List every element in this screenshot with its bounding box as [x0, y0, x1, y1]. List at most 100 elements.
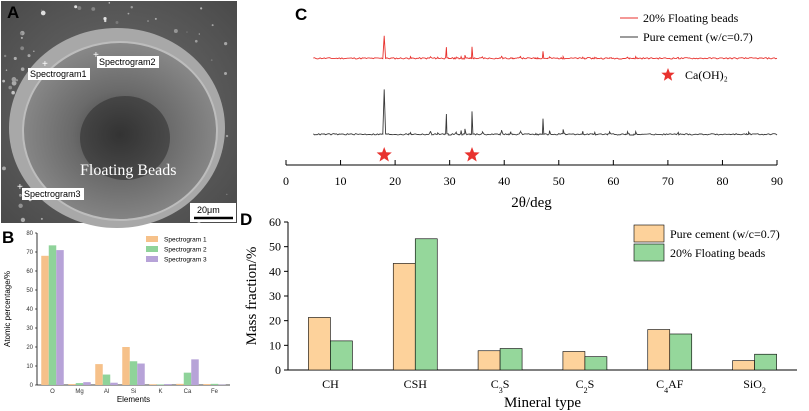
sem-speck [11, 80, 17, 86]
c-legend-marker-label: Ca(OH)₂ [685, 68, 728, 82]
b-bar [164, 384, 172, 385]
sem-speck [200, 7, 203, 10]
d-y-title: Mass fraction/% [244, 247, 260, 346]
scale-bar-text: 20μm [197, 205, 220, 215]
b-legend-swatch [146, 236, 158, 242]
c-legend-label: Pure cement (w/c=0.7) [643, 30, 753, 44]
sem-speck [15, 79, 19, 82]
d-bar [392, 263, 416, 371]
sem-speck [40, 217, 43, 220]
c-x-tick-label: 30 [444, 174, 456, 188]
sem-speck [104, 19, 107, 23]
b-bar [191, 359, 199, 385]
sem-speck [103, 17, 107, 21]
c-x-title: 2θ/deg [511, 195, 552, 211]
panel-a: A + Spectrogram1 + Spectrogram2 + Spectr… [1, 1, 237, 228]
b-bar [129, 361, 138, 385]
c-x-tick-label: 40 [498, 174, 510, 188]
sem-speck [8, 85, 13, 90]
b-y-tick-label: 30 [26, 326, 33, 332]
b-bar [183, 372, 192, 385]
b-legend-label: Spectrogram 1 [164, 237, 207, 244]
b-bar [203, 384, 211, 385]
spectrogram-1-cross: + [42, 59, 48, 70]
b-y-title: Atomic percentage/% [3, 271, 12, 347]
b-bar [41, 255, 49, 385]
b-bar [56, 250, 64, 385]
d-bar [330, 340, 353, 371]
sem-speck [3, 54, 7, 58]
d-bar [414, 238, 438, 371]
d-y-tick-label: 60 [269, 215, 281, 229]
sem-speck [19, 32, 23, 35]
spectrogram-2-label: Spectrogram2 [99, 57, 156, 67]
b-y-tick-label: 50 [26, 288, 33, 294]
b-y-tick-label: 20 [26, 345, 33, 351]
b-y-tick-label: 40 [26, 307, 33, 313]
sem-speck [154, 17, 157, 20]
sem-speck [77, 6, 82, 10]
b-bar [137, 363, 145, 385]
c-legend-star [661, 68, 675, 81]
d-x-tick-label: C3S [491, 377, 510, 395]
chart-c: 0 10 20 30 40 50 60 70 80 90 2θ/deg 20% Floating be… [283, 11, 783, 211]
c-series-line [313, 35, 778, 60]
sem-speck [27, 54, 31, 58]
d-y-tick-label: 0 [275, 363, 281, 377]
sem-speck [2, 79, 6, 83]
b-bar [110, 382, 118, 385]
b-bar [210, 383, 219, 385]
sem-speck [11, 77, 17, 82]
spectrogram-3-marker: + Spectrogram3 [17, 182, 84, 200]
sem-speck [127, 12, 130, 15]
d-x-tick-label: CH [322, 377, 339, 391]
d-x-title: Mineral type [504, 395, 581, 411]
panel-b-letter: B [2, 228, 14, 247]
sem-speck [130, 6, 134, 9]
sem-speck [20, 217, 26, 223]
sem-speck [226, 193, 228, 195]
c-x-tick-label: 0 [283, 174, 289, 188]
sem-speck [18, 203, 23, 208]
b-bar [95, 364, 103, 385]
b-bar [102, 374, 111, 385]
chart-d: 0 10 20 30 40 50 60 Mass fraction/% CH CSH C3S C2S C… [244, 215, 797, 411]
b-x-tick-label: K [158, 389, 162, 395]
b-bar [149, 384, 157, 385]
c-x-tick-label: 70 [662, 174, 674, 188]
spectrogram-1-marker: + Spectrogram1 [28, 59, 90, 80]
sem-speck [40, 10, 46, 16]
sem-speck [5, 69, 8, 71]
d-bar [647, 329, 671, 371]
panel-d-letter: D [240, 210, 252, 229]
spectrogram-3-cross: + [17, 182, 23, 193]
sem-speck [40, 9, 43, 11]
b-x-tick-label: Ca [184, 389, 192, 395]
sem-speck [20, 67, 25, 71]
sem-speck [115, 21, 119, 24]
sem-speck [74, 5, 78, 9]
sem-speck [186, 31, 188, 33]
chart-b: 0 10 20 30 40 50 60 70 80 O Mg Al Si K Ca Fe Elements Ato… [3, 231, 230, 404]
sem-speck [224, 71, 228, 75]
d-bar [477, 350, 501, 371]
c-x-tick-label: 60 [607, 174, 619, 188]
d-x-tick-label: SiO2 [743, 377, 766, 395]
d-bar [732, 360, 755, 371]
sem-speck [224, 42, 228, 46]
c-x-tick-label: 90 [771, 174, 783, 188]
sem-speck [108, 2, 111, 4]
sem-speck [147, 20, 149, 22]
c-x-tick-label: 20 [389, 174, 401, 188]
d-y-tick-label: 10 [269, 338, 281, 352]
spectrogram-3-label: Spectrogram3 [24, 189, 81, 199]
spectrogram-2-label-box [97, 56, 159, 68]
spectrogram-2-marker: + Spectrogram2 [93, 50, 159, 68]
sem-speck [210, 59, 213, 62]
b-bar [122, 347, 130, 385]
b-x-tick-label: Al [104, 389, 109, 395]
c-x-tick-label: 10 [335, 174, 347, 188]
b-y-tick-label: 10 [26, 364, 33, 370]
d-y-tick-label: 40 [269, 264, 281, 278]
sem-speck [20, 36, 23, 39]
